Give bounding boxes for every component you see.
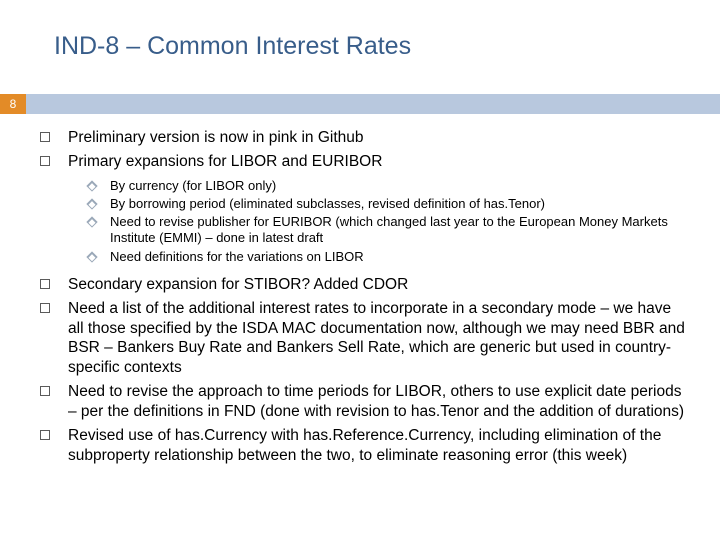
square-bullet-icon [40, 132, 50, 142]
diamond-bullet-icon [86, 198, 97, 209]
bullet-item: Primary expansions for LIBOR and EURIBOR [40, 152, 690, 172]
sub-bullet-item: Need definitions for the variations on L… [88, 249, 690, 265]
sub-bullet-item: By borrowing period (eliminated subclass… [88, 196, 690, 212]
page-number: 8 [10, 97, 17, 111]
square-bullet-icon [40, 386, 50, 396]
square-bullet-icon [40, 303, 50, 313]
square-bullet-icon [40, 279, 50, 289]
bullet-text: Need a list of the additional interest r… [68, 299, 690, 378]
sub-bullet-text: By borrowing period (eliminated subclass… [110, 196, 545, 212]
bullet-text: Preliminary version is now in pink in Gi… [68, 128, 363, 148]
sub-bullet-item: By currency (for LIBOR only) [88, 178, 690, 194]
sub-bullet-text: Need definitions for the variations on L… [110, 249, 364, 265]
bullet-item: Secondary expansion for STIBOR? Added CD… [40, 275, 690, 295]
sub-bullet-text: Need to revise publisher for EURIBOR (wh… [110, 214, 690, 247]
bullet-item: Revised use of has.Currency with has.Ref… [40, 426, 690, 466]
page-bar [0, 94, 720, 114]
diamond-bullet-icon [86, 216, 97, 227]
bullet-text: Primary expansions for LIBOR and EURIBOR [68, 152, 382, 172]
bullet-text: Revised use of has.Currency with has.Ref… [68, 426, 690, 466]
page-number-box: 8 [0, 94, 26, 114]
bullet-text: Need to revise the approach to time peri… [68, 382, 690, 422]
square-bullet-icon [40, 156, 50, 166]
square-bullet-icon [40, 430, 50, 440]
sub-bullet-text: By currency (for LIBOR only) [110, 178, 276, 194]
content-area: Preliminary version is now in pink in Gi… [40, 128, 690, 469]
diamond-bullet-icon [86, 180, 97, 191]
bullet-item: Need a list of the additional interest r… [40, 299, 690, 378]
slide-title: IND-8 – Common Interest Rates [54, 32, 411, 61]
bullet-item: Need to revise the approach to time peri… [40, 382, 690, 422]
diamond-bullet-icon [86, 251, 97, 262]
bullet-item: Preliminary version is now in pink in Gi… [40, 128, 690, 148]
sub-bullet-item: Need to revise publisher for EURIBOR (wh… [88, 214, 690, 247]
sub-list: By currency (for LIBOR only) By borrowin… [88, 178, 690, 265]
bullet-text: Secondary expansion for STIBOR? Added CD… [68, 275, 408, 295]
